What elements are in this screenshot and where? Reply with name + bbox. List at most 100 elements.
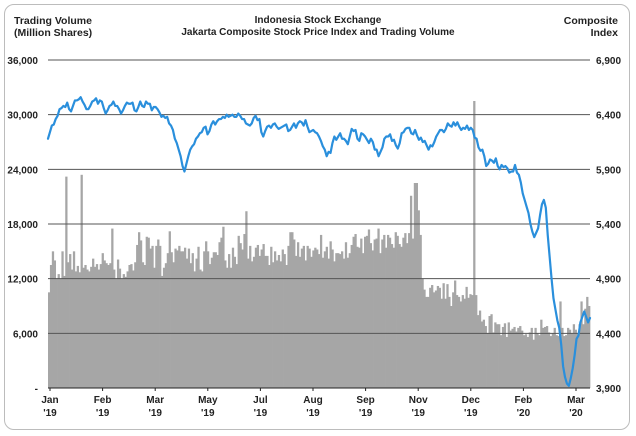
volume-bar: [252, 256, 256, 388]
volume-bar: [333, 261, 336, 388]
volume-bar: [180, 251, 183, 388]
volume-bar: [415, 183, 418, 388]
volume-bar: [438, 287, 441, 388]
volume-bar: [318, 254, 321, 388]
x-tick-month: Feb: [94, 395, 112, 406]
volume-bar: [61, 251, 64, 388]
volume-bar: [289, 232, 292, 388]
volume-bar: [473, 101, 476, 388]
volume-bar: [553, 327, 556, 388]
volume-bar: [475, 295, 478, 388]
volume-bar: [329, 241, 332, 388]
volume-bar: [346, 257, 350, 388]
volume-bar: [283, 254, 286, 388]
volume-bar: [316, 249, 319, 388]
volume-bar: [538, 335, 541, 388]
volume-bar: [452, 292, 455, 388]
volume-bar: [191, 253, 194, 388]
volume-bar: [153, 267, 156, 388]
volume-bar: [342, 258, 346, 388]
volume-bar: [461, 295, 464, 388]
volume-bar: [241, 249, 244, 388]
volume-bar: [440, 298, 443, 388]
volume-bar: [365, 235, 369, 388]
x-tick-month: Nov: [409, 395, 428, 406]
volume-bar: [161, 275, 164, 388]
volume-bar: [97, 269, 101, 388]
volume-bar: [544, 326, 547, 388]
right-tick-label: 4,400: [596, 329, 621, 340]
volume-bar: [335, 253, 338, 388]
volume-bar: [48, 292, 51, 388]
volume-bar: [446, 284, 449, 388]
x-tick-year: '19: [306, 408, 320, 419]
left-axis-title-line2: (Million Shares): [14, 27, 93, 39]
volume-bar: [362, 253, 365, 388]
volume-bar: [168, 231, 171, 388]
volume-bar: [503, 323, 507, 388]
volume-bar: [545, 326, 549, 388]
volume-bar: [429, 287, 432, 388]
x-tick-labels: Jan '19 Feb '19 Mar '19 May '19 Jul '19 Aug '19 Sep '…: [41, 388, 585, 419]
volume-bar: [348, 253, 351, 388]
volume-bar: [291, 232, 294, 388]
volume-bar: [392, 247, 395, 388]
volume-bar: [103, 260, 106, 388]
volume-bar: [547, 332, 551, 388]
volume-bar: [206, 251, 210, 388]
volume-bar: [126, 271, 129, 388]
x-tick-year: '20: [569, 408, 583, 419]
volume-bar: [208, 264, 212, 388]
chart-subtitle: Jakarta Composite Stock Price Index and …: [181, 27, 455, 38]
volume-bar: [540, 319, 543, 388]
volume-bar: [111, 228, 114, 388]
volume-bar: [92, 258, 95, 388]
volume-bar: [281, 249, 284, 388]
volume-bar: [82, 267, 85, 388]
x-tick-month: Dec: [462, 395, 481, 406]
volume-bar: [262, 244, 265, 388]
volume-bar: [84, 265, 87, 388]
left-axis-title-line1: Trading Volume: [14, 15, 92, 27]
x-tick-year: '19: [254, 408, 268, 419]
volume-bar: [536, 333, 539, 388]
volume-bar: [394, 232, 397, 388]
volume-bar: [565, 335, 568, 388]
volume-bar: [515, 331, 518, 388]
volume-bar: [164, 263, 168, 388]
volume-bar: [413, 183, 417, 388]
volume-bar: [383, 234, 386, 388]
volume-bar: [490, 314, 493, 388]
volume-bar: [298, 256, 302, 388]
volume-bar: [356, 246, 359, 388]
volume-bar: [501, 326, 505, 388]
volume-bar: [526, 336, 530, 388]
volume-bar: [521, 330, 524, 388]
volume-bar: [216, 254, 219, 388]
volume-bar: [432, 292, 436, 388]
right-tick-label: 3,900: [596, 384, 621, 395]
volume-bar: [381, 239, 384, 388]
volume-bar: [423, 289, 426, 388]
volume-bar: [463, 298, 466, 388]
volume-bar: [57, 274, 60, 388]
volume-bar: [570, 333, 574, 388]
x-tick-month: May: [198, 395, 218, 406]
volume-bar: [331, 249, 334, 388]
volume-bar: [193, 271, 196, 388]
x-tick-year: '19: [359, 408, 373, 419]
volume-bar: [496, 324, 499, 388]
volume-bar: [323, 251, 327, 388]
volume-bar: [224, 260, 227, 388]
volume-bar: [78, 272, 81, 388]
volume-bar: [296, 242, 300, 388]
volume-bar: [245, 211, 248, 388]
volume-bar: [101, 253, 104, 388]
volume-bar: [218, 242, 221, 388]
volume-bar: [134, 262, 137, 388]
volume-bars: [48, 101, 591, 388]
volume-bar: [63, 275, 66, 388]
volume-bar: [385, 247, 388, 388]
volume-bar: [88, 271, 91, 388]
left-tick-label: 30,000: [7, 111, 38, 122]
